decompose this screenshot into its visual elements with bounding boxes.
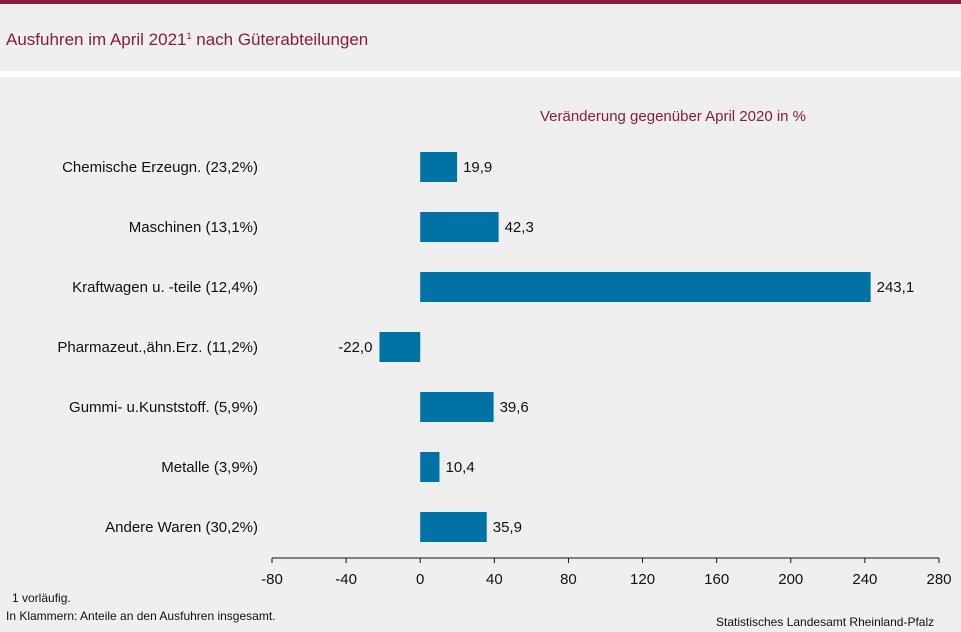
chart-subtitle: Veränderung gegenüber April 2020 in % <box>540 108 806 125</box>
x-tick-label: 280 <box>926 571 951 588</box>
x-tick-label: 80 <box>560 571 577 588</box>
bar <box>420 272 871 302</box>
value-label: -22,0 <box>338 339 372 356</box>
value-label: 35,9 <box>493 519 522 536</box>
bar <box>420 512 487 542</box>
category-label: Metalle (3,9%) <box>161 459 258 476</box>
bar <box>420 152 458 182</box>
category-label: Chemische Erzeugn. (23,2%) <box>62 159 258 176</box>
x-tick-label: 160 <box>704 571 729 588</box>
bar <box>420 452 440 482</box>
value-label: 243,1 <box>877 279 915 296</box>
category-label: Andere Waren (30,2%) <box>105 519 258 536</box>
category-label: Pharmazeut.,ähn.Erz. (11,2%) <box>57 339 258 356</box>
bar <box>420 392 494 422</box>
x-tick-label: -80 <box>261 571 283 588</box>
bars-group: Chemische Erzeugn. (23,2%) 19,9 Maschinen … <box>57 152 914 542</box>
value-label: 42,3 <box>505 219 534 236</box>
value-label: 10,4 <box>445 459 474 476</box>
footnote-preliminary: 1 vorläufig. <box>12 591 71 605</box>
title-footnote-mark: 1 <box>186 31 192 41</box>
category-label: Gummi- u.Kunststoff. (5,9%) <box>69 399 258 416</box>
header-separator <box>0 71 961 77</box>
top-accent-rule <box>0 0 961 4</box>
x-axis: -80 -40 0 40 80 120 160 200 240 280 <box>261 557 952 588</box>
x-tick-label: 200 <box>778 571 803 588</box>
x-tick-label: 0 <box>416 571 424 588</box>
chart-title: Ausfuhren im April 20211 nach Güterabtei… <box>6 30 369 49</box>
bar <box>379 332 421 362</box>
source-credit: Statistisches Landesamt Rheinland-Pfalz <box>716 615 935 629</box>
x-tick-label: 240 <box>852 571 877 588</box>
value-label: 39,6 <box>500 399 529 416</box>
x-tick-label: -40 <box>335 571 357 588</box>
category-label: Kraftwagen u. -teile (12,4%) <box>72 279 258 296</box>
value-label: 19,9 <box>463 159 492 176</box>
bar <box>420 212 499 242</box>
x-tick-label: 120 <box>630 571 655 588</box>
footnote-shares: In Klammern: Anteile an den Ausfuhren in… <box>6 609 276 623</box>
category-label: Maschinen (13,1%) <box>129 219 258 236</box>
x-tick-label: 40 <box>486 571 503 588</box>
chart-title-text: Ausfuhren im April 2021 <box>6 30 187 49</box>
